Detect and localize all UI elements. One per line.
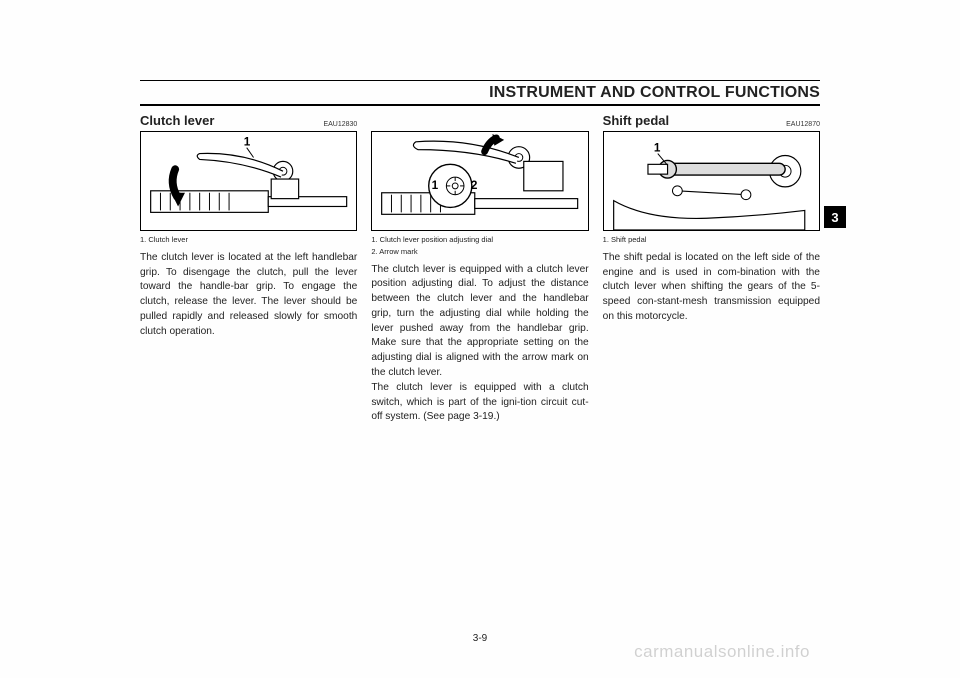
svg-text:1: 1 — [432, 179, 439, 192]
section-header-shift: Shift pedal EAU12870 — [603, 112, 820, 128]
body-shift: The shift pedal is located on the left s… — [603, 251, 820, 325]
column-1: Clutch lever EAU12830 — [140, 112, 357, 425]
section-header-empty — [371, 112, 588, 128]
content-columns: Clutch lever EAU12830 — [140, 112, 820, 425]
column-3: Shift pedal EAU12870 — [603, 112, 820, 425]
svg-text:1: 1 — [654, 142, 661, 155]
body-clutch: The clutch lever is located at the left … — [140, 251, 357, 340]
chapter-tab: 3 — [824, 206, 846, 228]
page-number: 3-9 — [0, 633, 960, 644]
caption-dial-1: 1. Clutch lever position adjusting dial — [371, 235, 588, 245]
figure-adjusting-dial: 1 2 — [371, 131, 588, 231]
section-title-clutch: Clutch lever — [140, 113, 214, 128]
caption-dial-2: 2. Arrow mark — [371, 247, 588, 257]
section-title-shift: Shift pedal — [603, 113, 669, 128]
svg-text:1: 1 — [244, 136, 251, 149]
page-title-bar: INSTRUMENT AND CONTROL FUNCTIONS — [140, 80, 820, 106]
figure-clutch-lever: 1 — [140, 131, 357, 231]
body-dial: The clutch lever is equipped with a clut… — [371, 263, 588, 426]
figure-shift-pedal: 1 — [603, 131, 820, 231]
section-header-clutch: Clutch lever EAU12830 — [140, 112, 357, 128]
watermark: carmanualsonline.info — [634, 642, 810, 662]
refcode-shift: EAU12870 — [786, 121, 820, 128]
caption-shift-1: 1. Shift pedal — [603, 235, 820, 245]
svg-text:2: 2 — [471, 179, 478, 192]
manual-page: INSTRUMENT AND CONTROL FUNCTIONS Clutch … — [0, 0, 960, 678]
page-title: INSTRUMENT AND CONTROL FUNCTIONS — [140, 84, 820, 102]
refcode-clutch: EAU12830 — [323, 121, 357, 128]
caption-clutch-1: 1. Clutch lever — [140, 235, 357, 245]
column-2: 1 2 1. Clutch lever position adjusting d… — [371, 112, 588, 425]
